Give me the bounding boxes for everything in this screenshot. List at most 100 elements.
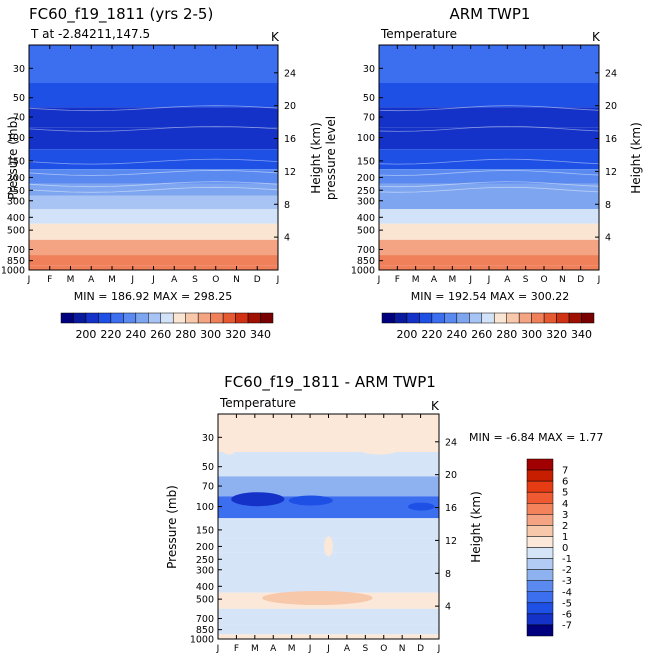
colorbar-label: -2 (562, 565, 572, 576)
x-tick-label: N (399, 644, 406, 654)
p-tick-label: 250 (196, 555, 214, 566)
h-tick-label: 16 (284, 134, 296, 145)
p-tick-label: 150 (196, 525, 214, 536)
h-tick-label: 8 (445, 569, 451, 580)
contour-band (29, 107, 278, 128)
contour-line (28, 158, 279, 165)
panel3-minmax: MIN = -6.84 MAX = 1.77 (469, 431, 603, 444)
colorbar-cell (526, 558, 554, 570)
colorbar-cell (431, 312, 445, 324)
colorbar-cell (526, 602, 554, 615)
colorbar-cell (98, 312, 112, 324)
h-tick-label: 8 (605, 200, 611, 211)
panel1-ylabel: Pressure (mb) (6, 116, 20, 200)
h-tick-label: 12 (445, 536, 457, 547)
colorbar-cell (543, 312, 557, 324)
x-tick-label: J (308, 644, 312, 654)
p-tick-label: 30 (13, 64, 25, 75)
h-tick-label: 24 (445, 437, 457, 448)
x-tick-label: O (212, 275, 219, 285)
x-tick-label: N (559, 275, 566, 285)
h-tick-label: 20 (284, 101, 296, 112)
colorbar-cell (110, 312, 124, 324)
h-tick-label: 12 (605, 167, 617, 178)
colorbar-label: 220 (421, 328, 442, 341)
colorbar-label: 280 (175, 328, 196, 341)
panel2-ylabel: pressure level (324, 116, 338, 200)
h-tick-label: 24 (605, 68, 617, 79)
panel1-title: FC60_f19_1811 (yrs 2-5) (29, 5, 213, 24)
contour-line (378, 105, 600, 112)
colorbar-cell (556, 312, 570, 324)
contour-band (218, 624, 439, 635)
x-tick-label: J (487, 275, 491, 285)
contour-band (29, 239, 278, 256)
colorbar-label: 240 (125, 328, 146, 341)
colorbar-cell (526, 491, 554, 504)
x-tick-label: F (47, 275, 52, 285)
panel2-contour-fill (378, 45, 600, 270)
contour-band (218, 552, 439, 565)
contour-band (379, 195, 599, 210)
x-tick-label: M (108, 275, 116, 285)
contour-line (28, 105, 279, 112)
colorbar-cell (526, 613, 554, 626)
contour-band (29, 255, 278, 266)
colorbar-label: 200 (75, 328, 96, 341)
colorbar-label: 220 (100, 328, 121, 341)
p-tick-label: 1000 (1, 266, 25, 277)
colorbar-label: -1 (562, 554, 572, 565)
colorbar-label: 6 (562, 477, 568, 488)
p-tick-label: 500 (7, 226, 25, 237)
colorbar-label: -4 (562, 587, 572, 598)
p-tick-label: 150 (7, 156, 25, 167)
colorbar-cell (526, 514, 554, 526)
panel-model-temperature: FC60_f19_1811 (yrs 2-5) T at -2.84211,14… (1, 5, 323, 303)
colorbar-cell (531, 312, 545, 324)
colorbar-label: 2 (562, 521, 568, 532)
p-tick-label: 100 (357, 133, 375, 144)
contour-band (29, 149, 278, 170)
colorbar-cell (469, 312, 483, 324)
colorbar-cell (526, 480, 554, 493)
x-tick-label: J (437, 644, 441, 654)
colorbar-cell (444, 312, 458, 324)
colorbar-cell (135, 312, 149, 324)
p-tick-label: 300 (196, 565, 214, 576)
contour-patch (408, 502, 435, 511)
colorbar-label: 3 (562, 510, 568, 521)
colorbar-label: 1 (562, 532, 568, 543)
contour-line (28, 181, 279, 188)
panel3-contour-fill (218, 414, 439, 639)
colorbar-cell (148, 312, 162, 324)
colorbar-label: 280 (496, 328, 517, 341)
p-tick-label: 200 (196, 542, 214, 553)
x-tick-label: A (431, 275, 438, 285)
contour-line (378, 125, 600, 132)
colorbar-cell (581, 312, 595, 324)
panel1-ylabel-right: Height (km) (309, 122, 323, 193)
contour-band (218, 414, 439, 453)
colorbar-cell (526, 580, 554, 592)
colorbar-label: 300 (200, 328, 221, 341)
x-tick-label: A (88, 275, 95, 285)
panel3-title: FC60_f19_1811 - ARM TWP1 (224, 373, 436, 392)
colorbar-cell (481, 312, 495, 324)
p-tick-label: 50 (202, 462, 214, 473)
x-tick-label: F (234, 644, 239, 654)
contour-band (29, 209, 278, 224)
h-tick-label: 4 (284, 233, 290, 244)
contour-line (378, 181, 600, 188)
p-tick-label: 200 (7, 173, 25, 184)
p-tick-label: 50 (13, 93, 25, 104)
p-tick-label: 30 (202, 433, 214, 444)
x-tick-label: J (151, 275, 155, 285)
colorbar-cell (197, 312, 211, 324)
panel3-units: K (431, 399, 440, 413)
colorbar-cell (73, 312, 87, 324)
colorbar-cell (493, 312, 507, 324)
panel2-minmax: MIN = 192.54 MAX = 300.22 (411, 290, 569, 303)
